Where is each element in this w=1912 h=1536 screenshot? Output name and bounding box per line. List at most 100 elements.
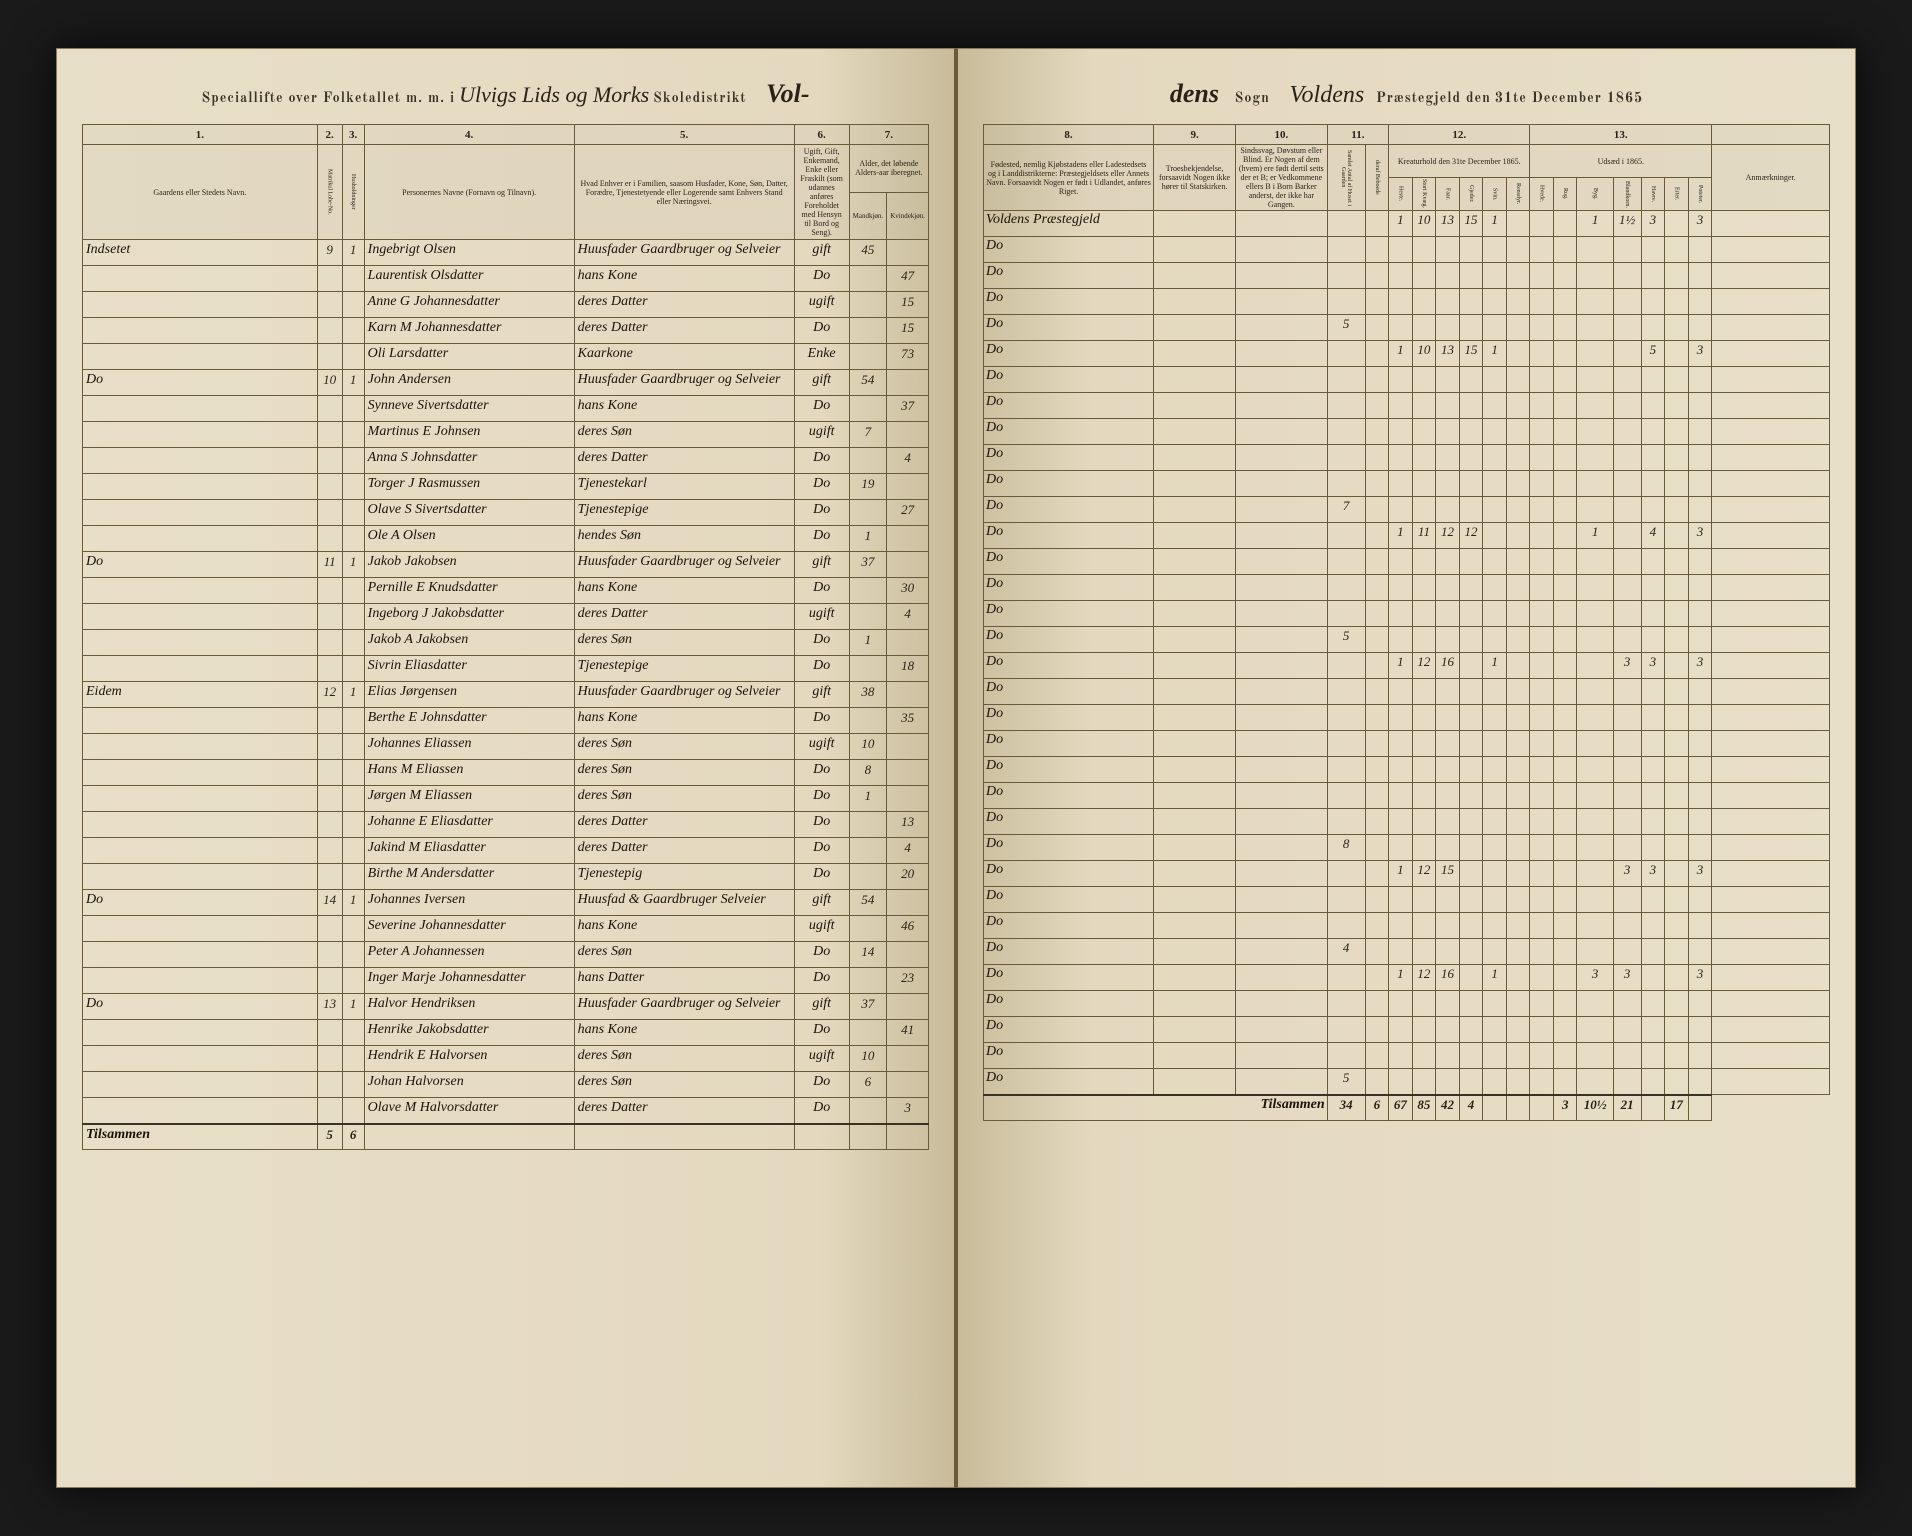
table-row: Johan Halvorsenderes SønDo6 [83,1072,929,1098]
table-row: Do5 [984,627,1830,653]
col-4: 4. [364,125,574,145]
table-row: Do112161333 [984,965,1830,991]
h-marital: Ugift, Gift, Enkemand, Enke eller Fraski… [794,145,849,240]
h-place: Gaardens eller Stedets Navn. [83,145,318,240]
table-row: Peter A Johannessenderes SønDo14 [83,942,929,968]
sogn-label: Sogn [1235,92,1270,106]
table-row: Jakob A Jakobsenderes SønDo1 [83,630,929,656]
table-row: Henrike Jakobsdatterhans KoneDo41 [83,1020,929,1046]
total-l2: 6 [342,1124,364,1150]
table-row: Do [984,445,1830,471]
table-row: Do112161333 [984,653,1830,679]
prestegjeld-script: Voldens [1290,82,1365,108]
table-row: Do [984,783,1830,809]
table-row: Pernille E Knudsdatterhans KoneDo30 [83,578,929,604]
table-row: Do141Johannes IversenHuusfad & Gaardbrug… [83,890,929,916]
table-row: Do [984,809,1830,835]
table-row: Inger Marje Johannesdatterhans DatterDo2… [83,968,929,994]
table-row: Do [984,263,1830,289]
header-date: 31te December 1865 [1495,92,1643,106]
table-row: Do1101315153 [984,341,1830,367]
table-row: Martinus E Johnsenderes Sønugift7 [83,422,929,448]
table-row: Sivrin EliasdatterTjenestepigeDo18 [83,656,929,682]
h-11a: Samlet Antal af Huset i Gaarden [1327,145,1365,211]
census-book: Speciallifte over Folketallet m. m. i Ul… [56,48,1856,1488]
left-page: Speciallifte over Folketallet m. m. i Ul… [56,48,956,1488]
table-row: Jakind M Eliasdatterderes DatterDo4 [83,838,929,864]
table-row: Hendrik E Halvorsenderes Sønugift10 [83,1046,929,1072]
h-matrikel: Matrikul Lobe-No. [317,145,342,240]
table-row: Oli LarsdatterKaarkoneEnke73 [83,344,929,370]
h-male: Mandkjøn. [849,192,887,240]
col-3: 3. [342,125,364,145]
table-row: Do [984,1043,1830,1069]
table-row: Indsetet91Ingebrigt OlsenHuusfader Gaard… [83,240,929,266]
table-row: Torger J RasmussenTjenestekarlDo19 [83,474,929,500]
h-religion: Troesbekjendelse, forsaavidt Nogen ikke … [1154,145,1236,211]
table-row: Do [984,419,1830,445]
right-header: dens Sogn Voldens Præstegjeld den 31te D… [983,79,1830,109]
total-l1: 5 [317,1124,342,1150]
table-row: Johannes Eliassenderes Sønugift10 [83,734,929,760]
table-row: Do [984,575,1830,601]
header-sogn-left: Vol- [766,79,809,108]
h-birthplace: Fødested, nemlig Kjøbstadens eller Lades… [984,145,1154,211]
table-row: Anna S Johnsdatterderes DatterDo4 [83,448,929,474]
table-row: Do [984,731,1830,757]
h-livestock: Kreaturhold den 31te December 1865. [1389,145,1530,178]
table-row: Do [984,705,1830,731]
col-9: 9. [1154,125,1236,145]
table-row: Do [984,289,1830,315]
h-age: Alder, det løbende Alders-aar iberegnet. [849,145,928,193]
table-row: Jørgen M Eliassenderes SønDo1 [83,786,929,812]
table-row: Do [984,549,1830,575]
table-row: Ole A Olsenhendes SønDo1 [83,526,929,552]
table-row: Do [984,471,1830,497]
table-row: Do5 [984,1069,1830,1095]
table-row: Do [984,393,1830,419]
table-row: Do1111212143 [984,523,1830,549]
table-row: Do11215333 [984,861,1830,887]
table-row: Do7 [984,497,1830,523]
col-5: 5. [574,125,794,145]
table-row: Hans M Eliassenderes SønDo8 [83,760,929,786]
h-relation: Hvad Enhver er i Familien, saasom Husfad… [574,145,794,240]
totals-label-right: Tilsammen [984,1095,1328,1121]
table-row: Laurentisk Olsdatterhans KoneDo47 [83,266,929,292]
table-row: Karn M Johannesdatterderes DatterDo15 [83,318,929,344]
left-header: Speciallifte over Folketallet m. m. i Ul… [82,79,929,109]
col-10: 10. [1236,125,1328,145]
h-seed: Udsæd i 1865. [1530,145,1712,178]
table-row: Do8 [984,835,1830,861]
h-remarks: Anmærkninger. [1712,145,1830,211]
right-table: 8. 9. 10. 11. 12. 13. Fødested, nemlig K… [983,124,1830,1121]
col-13: 13. [1530,125,1712,145]
header-sogn-right: dens [1170,79,1219,108]
table-row: Johanne E Eliasdatterderes DatterDo13 [83,812,929,838]
right-page: dens Sogn Voldens Præstegjeld den 31te D… [956,48,1856,1488]
h-names: Personernes Navne (Fornavn og Tilnavn). [364,145,574,240]
table-row: Do131Halvor HendriksenHuusfader Gaardbru… [83,994,929,1020]
table-row: Synneve Sivertsdatterhans KoneDo37 [83,396,929,422]
table-row: Severine Johannesdatterhans Koneugift46 [83,916,929,942]
table-row: Do [984,913,1830,939]
col-1: 1. [83,125,318,145]
header-suffix: Skoledistrikt [653,92,746,106]
col-11: 11. [1327,125,1388,145]
prestegjeld-label: Præstegjeld den [1376,92,1491,106]
table-row: Do [984,679,1830,705]
col-2: 2. [317,125,342,145]
col-8: 8. [984,125,1154,145]
table-row: Do [984,601,1830,627]
table-row: Ingeborg J Jakobsdatterderes Datterugift… [83,604,929,630]
col-12: 12. [1389,125,1530,145]
table-row: Do4 [984,939,1830,965]
table-row: Do5 [984,315,1830,341]
h-hushold: Husholdninger [342,145,364,240]
totals-label-left: Tilsammen [83,1124,318,1150]
table-row: Berthe E Johnsdatterhans KoneDo35 [83,708,929,734]
table-row: Olave M Halvorsdatterderes DatterDo3 [83,1098,929,1124]
col-7: 7. [849,125,928,145]
header-district: Ulvigs Lids og Morks [459,82,649,107]
table-row: Do111Jakob JakobsenHuusfader Gaardbruger… [83,552,929,578]
